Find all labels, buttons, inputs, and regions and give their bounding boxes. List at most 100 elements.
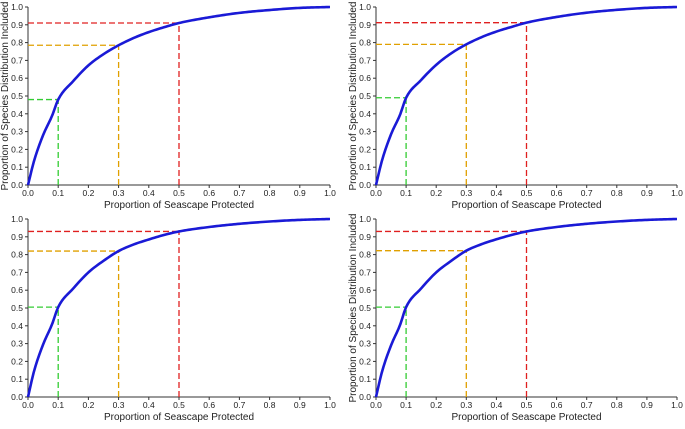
x-tick-label: 0.6 <box>203 188 215 198</box>
y-tick-label: 0.8 <box>11 38 23 48</box>
x-tick-label: 0.6 <box>203 400 215 410</box>
x-tick-label: 0.4 <box>490 188 502 198</box>
x-tick-label: 0.2 <box>430 188 442 198</box>
y-tick-label: 0.7 <box>359 267 371 277</box>
x-tick-label: 0.3 <box>460 188 472 198</box>
x-tick-label: 0.4 <box>143 188 155 198</box>
y-tick-label: 0.4 <box>11 321 23 331</box>
y-tick-label: 0.7 <box>359 55 371 65</box>
x-tick-label: 0.4 <box>143 400 155 410</box>
y-tick-label: 0.2 <box>359 144 371 154</box>
y-tick-label: 0.9 <box>359 232 371 242</box>
x-axis-title: Proportion of Seascape Protected <box>451 412 601 423</box>
x-tick-label: 0.3 <box>460 400 472 410</box>
chart-panel-1: 0.00.0 0.1 0.1 0.2 0.2 0.3 0.3 0.4 0.4 0.5 0.5 0.6 0… <box>0 2 336 212</box>
y-tick-label: 0.6 <box>11 285 23 295</box>
x-tick-label: 0.7 <box>581 400 593 410</box>
y-tick-label: 0.4 <box>359 321 371 331</box>
y-tick-label: 0.9 <box>11 232 23 242</box>
y-tick-label: 0.3 <box>11 127 23 137</box>
y-tick-label: 0.5 <box>359 303 371 313</box>
accumulation-curve <box>374 217 678 398</box>
x-tick-label: 0.8 <box>611 188 623 198</box>
y-tick-label: 0.5 <box>359 91 371 101</box>
x-tick-label: 0.9 <box>641 400 653 410</box>
y-tick-label: 0.2 <box>11 356 23 366</box>
y-tick-label: 1.0 <box>11 2 23 12</box>
x-tick-label: 0.1 <box>400 400 412 410</box>
y-axis-title: Proportion of Species Distribution Inclu… <box>0 2 11 191</box>
x-axis-title: Proportion of Seascape Protected <box>104 200 254 211</box>
x-tick-label: 0.7 <box>233 400 245 410</box>
x-tick-label: 0.3 <box>113 400 125 410</box>
chart-panel-2: 0.00.0 0.1 0.1 0.2 0.2 0.3 0.3 0.4 0.4 0.5 0.5 0.6 0… <box>348 2 683 212</box>
x-tick-label: 0.7 <box>581 188 593 198</box>
x-tick-label: 0.8 <box>264 400 276 410</box>
x-tick-label: 1.0 <box>324 400 336 410</box>
y-tick-label: 0.0 <box>11 392 23 402</box>
y-tick-label: 0.6 <box>359 285 371 295</box>
y-tick-label: 1.0 <box>359 214 371 224</box>
y-tick-label: 0.3 <box>359 127 371 137</box>
x-tick-label: 0.8 <box>611 400 623 410</box>
y-tick-label: 0.0 <box>11 180 23 190</box>
y-tick-label: 0.0 <box>359 392 371 402</box>
y-tick-label: 0.6 <box>359 73 371 83</box>
accumulation-curve <box>374 5 678 186</box>
x-tick-label: 0.9 <box>294 188 306 198</box>
x-tick-label: 1.0 <box>671 188 683 198</box>
y-tick-label: 0.2 <box>359 356 371 366</box>
x-axis-title: Proportion of Seascape Protected <box>104 412 254 423</box>
chart-panel-4: 0.00.0 0.1 0.1 0.2 0.2 0.3 0.3 0.4 0.4 0.5 0.5 0.6 0… <box>348 214 683 424</box>
y-tick-label: 0.7 <box>11 55 23 65</box>
x-tick-label: 0.6 <box>551 188 563 198</box>
x-tick-label: 0.2 <box>82 188 94 198</box>
y-tick-label: 0.5 <box>11 91 23 101</box>
x-tick-label: 0.2 <box>430 400 442 410</box>
y-tick-label: 0.5 <box>11 303 23 313</box>
x-tick-label: 0.9 <box>641 188 653 198</box>
accumulation-curve <box>26 5 331 186</box>
x-tick-label: 0.5 <box>173 400 185 410</box>
x-tick-label: 0.1 <box>400 188 412 198</box>
x-tick-label: 0.1 <box>52 188 64 198</box>
y-tick-label: 0.0 <box>359 180 371 190</box>
y-axis-title: Proportion of Species Distribution Inclu… <box>348 2 359 191</box>
x-tick-label: 1.0 <box>671 400 683 410</box>
y-tick-label: 0.3 <box>11 339 23 349</box>
y-tick-label: 0.9 <box>359 20 371 30</box>
y-tick-label: 0.8 <box>359 38 371 48</box>
y-tick-label: 0.4 <box>11 109 23 119</box>
y-tick-label: 0.4 <box>359 109 371 119</box>
x-tick-label: 0.0 <box>370 400 382 410</box>
y-axis-title: Proportion of Species Distribution Inclu… <box>348 214 359 403</box>
y-tick-label: 0.1 <box>11 374 23 384</box>
x-tick-label: 0.2 <box>82 400 94 410</box>
x-tick-label: 0.5 <box>173 188 185 198</box>
y-tick-label: 0.8 <box>359 250 371 260</box>
y-tick-label: 0.1 <box>359 162 371 172</box>
accumulation-curve <box>26 217 331 398</box>
y-tick-label: 0.2 <box>11 144 23 154</box>
x-tick-label: 0.8 <box>264 188 276 198</box>
y-tick-label: 0.6 <box>11 73 23 83</box>
x-axis-title: Proportion of Seascape Protected <box>451 200 601 211</box>
y-tick-label: 1.0 <box>359 2 371 12</box>
x-tick-label: 0.7 <box>233 188 245 198</box>
y-tick-label: 1.0 <box>11 214 23 224</box>
x-tick-label: 0.6 <box>551 400 563 410</box>
x-tick-label: 0.4 <box>490 400 502 410</box>
y-tick-label: 0.9 <box>11 20 23 30</box>
chart-panel-3: 0.00.0 0.1 0.1 0.2 0.2 0.3 0.3 0.4 0.4 0.5 0.5 0.6 0… <box>11 214 336 423</box>
x-tick-label: 0.3 <box>113 188 125 198</box>
y-tick-label: 0.7 <box>11 267 23 277</box>
x-tick-label: 0.0 <box>370 188 382 198</box>
y-tick-label: 0.3 <box>359 339 371 349</box>
y-tick-label: 0.1 <box>11 162 23 172</box>
y-tick-label: 0.1 <box>359 374 371 384</box>
x-tick-label: 0.5 <box>521 188 533 198</box>
x-tick-label: 0.0 <box>22 188 34 198</box>
x-tick-label: 0.9 <box>294 400 306 410</box>
